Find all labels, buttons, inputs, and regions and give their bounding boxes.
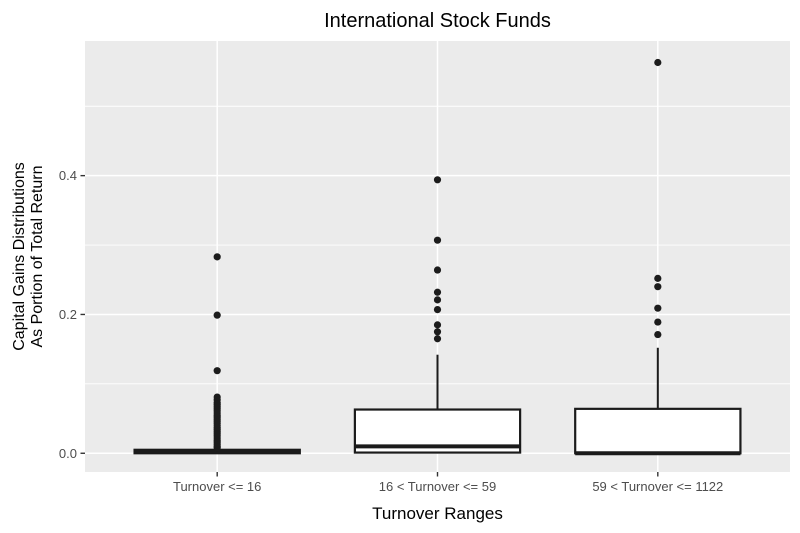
outlier-point (433, 335, 442, 343)
x-tick-label: 16 < Turnover <= 59 (379, 479, 496, 494)
outlier-point (213, 253, 221, 261)
boxplot-group-2 (574, 58, 742, 456)
outlier-point (433, 176, 442, 184)
y-axis-title: Capital Gains DistributionsAs Portion of… (11, 162, 46, 351)
x-tick-label: Turnover <= 16 (173, 479, 261, 494)
y-axis-title-line-1: As Portion of Total Return (29, 165, 46, 347)
outlier-point (213, 367, 221, 375)
outlier-point (433, 321, 442, 329)
outlier-point (433, 328, 442, 336)
outlier-point (433, 236, 442, 244)
boxplot-group-0 (133, 253, 301, 455)
boxplot-group-1 (353, 176, 522, 454)
x-axis-title: Turnover Ranges (372, 504, 503, 523)
outlier-point (654, 283, 662, 291)
outlier-point (654, 274, 662, 282)
outlier-point (654, 58, 662, 67)
outlier-point (654, 318, 662, 326)
outlier-point (213, 311, 221, 319)
y-tick-label: 0.0 (59, 446, 77, 461)
outlier-point (433, 296, 442, 304)
x-tick-label: 59 < Turnover <= 1122 (592, 479, 723, 494)
outlier-point (433, 266, 442, 274)
y-tick-label: 0.4 (59, 168, 77, 183)
chart-title: International Stock Funds (324, 10, 551, 32)
box-iqr (574, 407, 742, 455)
outlier-point (654, 304, 662, 312)
y-axis-title-line-0: Capital Gains Distributions (11, 162, 28, 351)
outlier-point (433, 305, 442, 314)
outlier-point (213, 393, 221, 401)
outlier-point (433, 288, 442, 296)
y-tick-label: 0.2 (59, 307, 77, 322)
outlier-point (654, 330, 662, 339)
